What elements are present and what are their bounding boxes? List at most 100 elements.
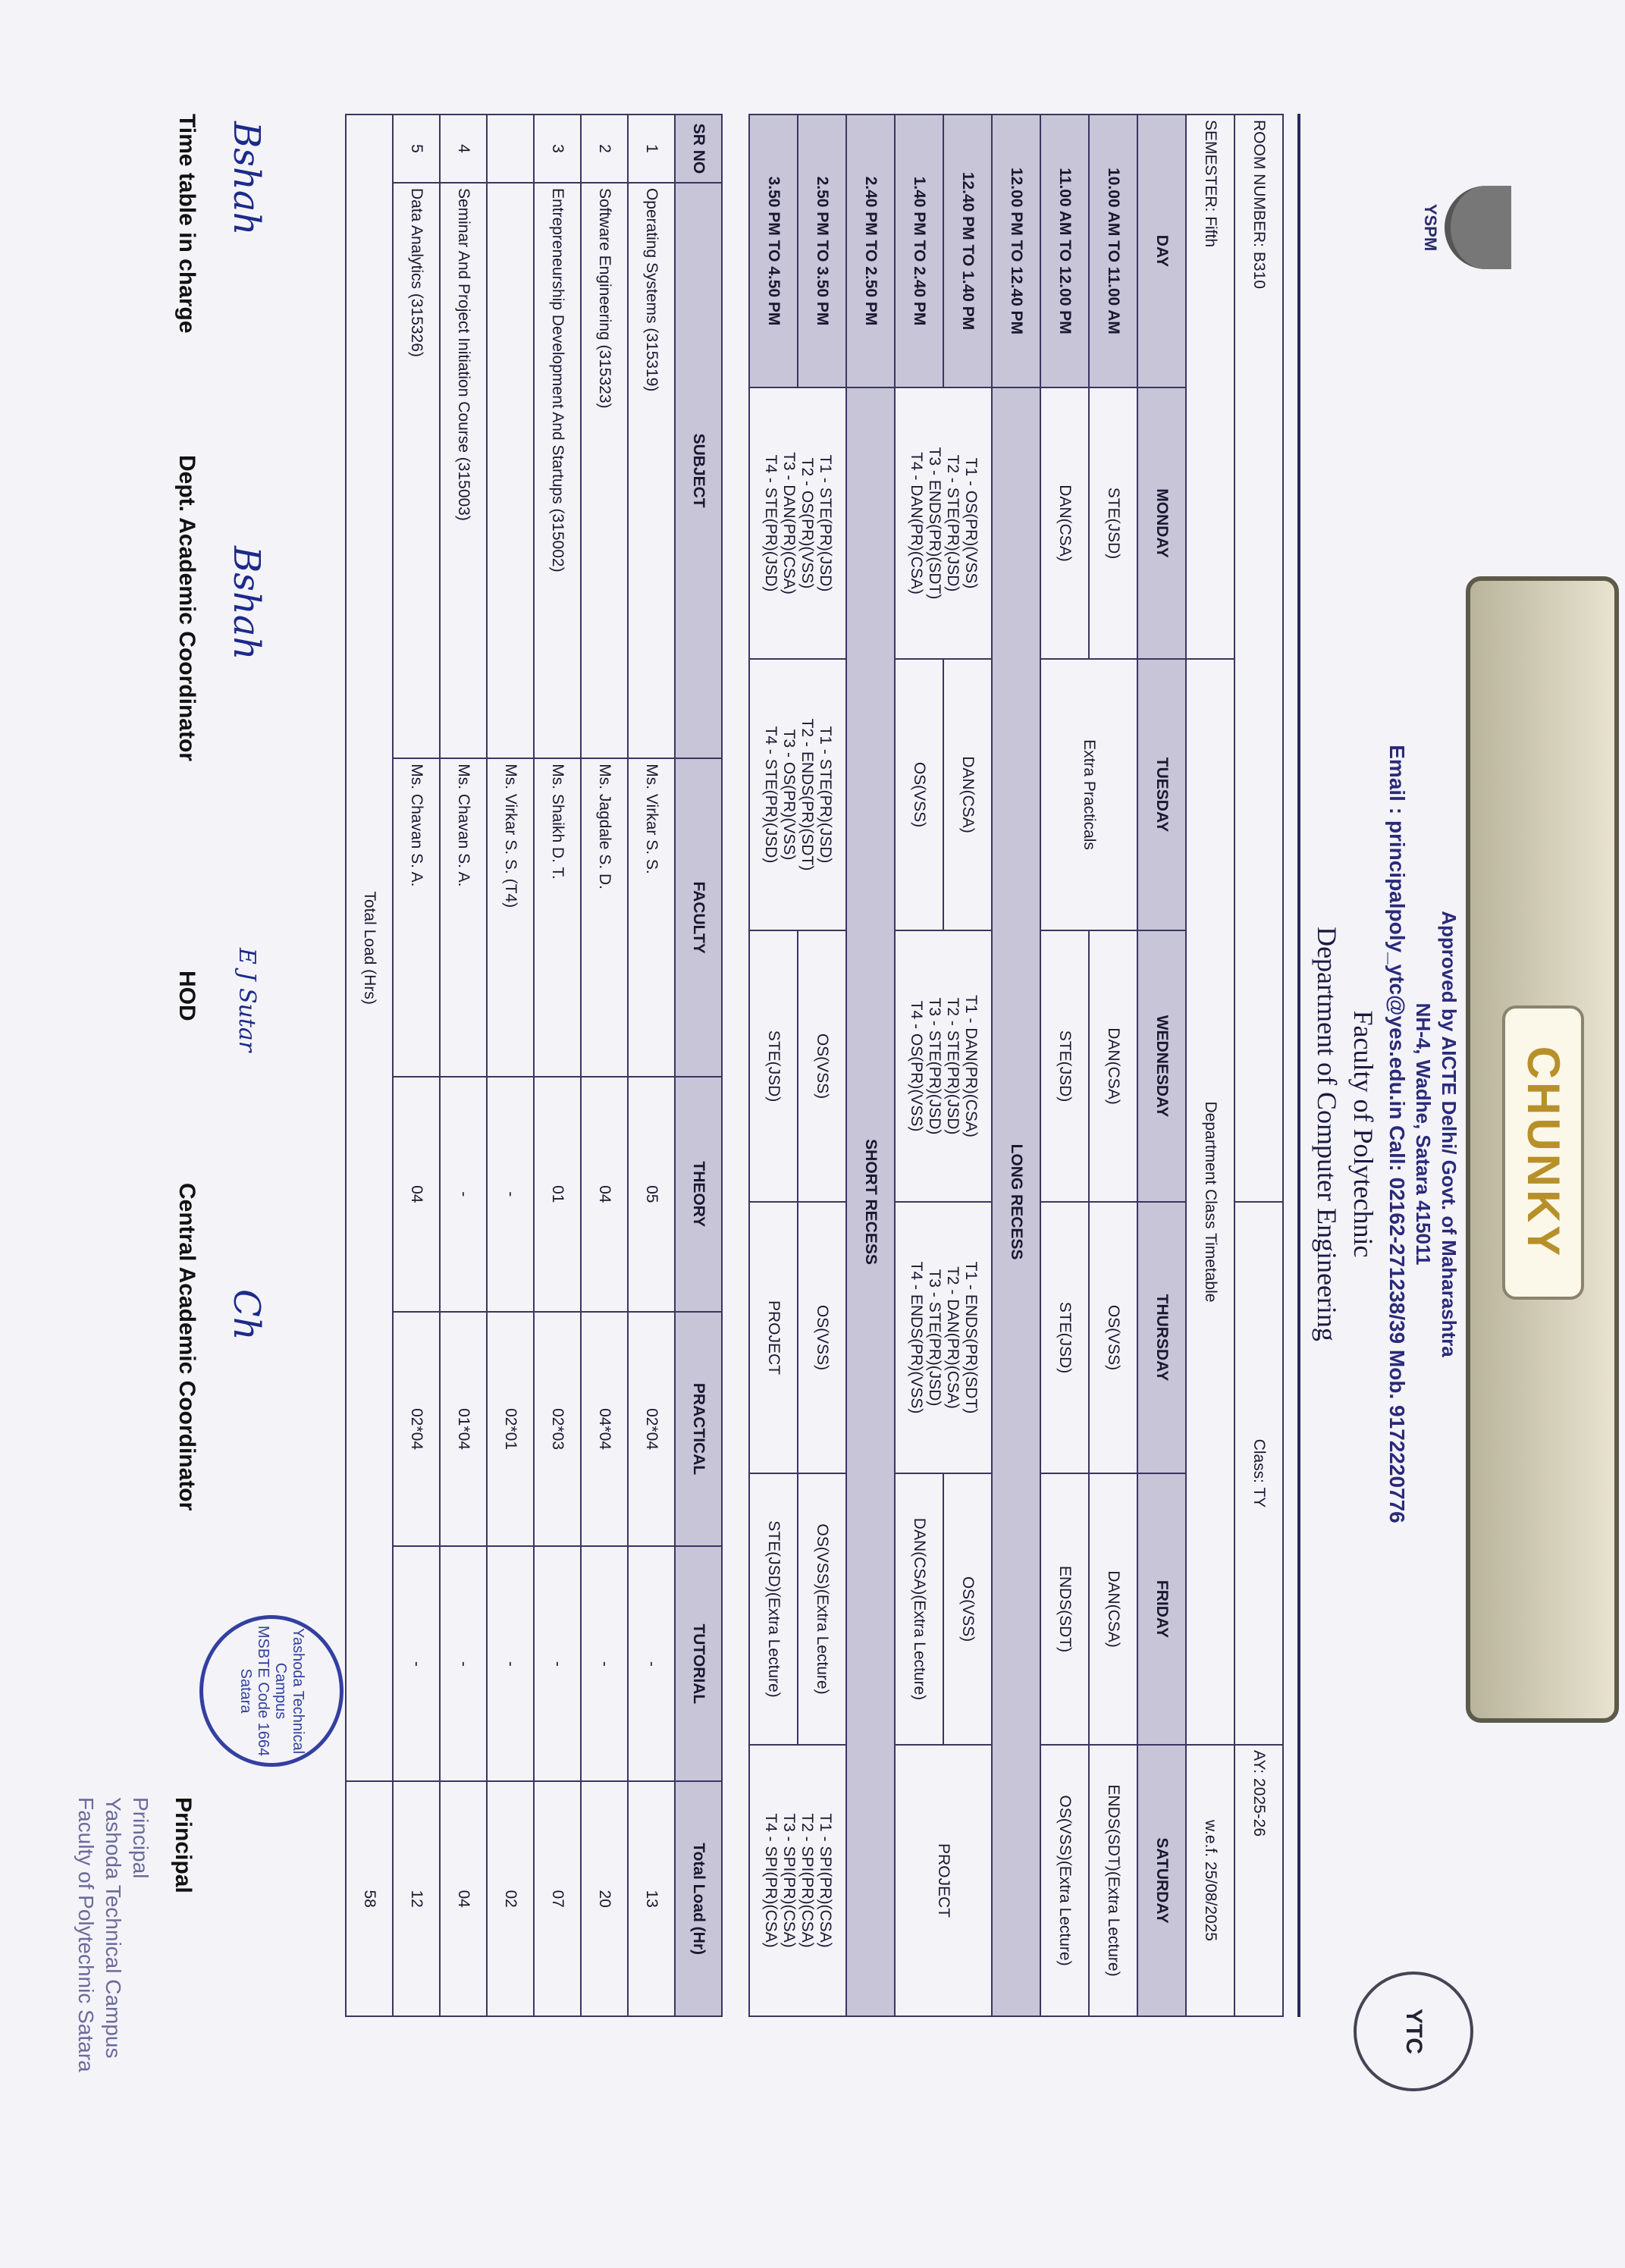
load-table: SR NO SUBJECT FACULTY THEORY PRACTICAL TUTORI…: [345, 114, 723, 2017]
dept-coordinator-label: Dept. Academic Coordinator: [174, 455, 199, 761]
table-cell: 04: [581, 1076, 628, 1312]
lab-cell: T1 - STE(PR)(JSD) T2 - OS(PR)(VSS) T3 - DA…: [749, 387, 846, 659]
batch-line: T2 - OS(PR)(VSS): [798, 457, 816, 589]
table-cell: 02*03: [534, 1311, 581, 1547]
table-cell: Ms. Shaikh D. T.: [534, 758, 581, 1077]
central-coordinator-label: Central Academic Coordinator: [174, 1183, 199, 1511]
batch-line: T4 - DAN(PR)(CSA): [908, 452, 925, 594]
table-row: 2 Software Engineering (315323) Ms. Jagdal…: [581, 114, 628, 2016]
day-header: THURSDAY: [1137, 1202, 1186, 1473]
table-cell: 02: [487, 1781, 534, 2016]
principal-label: Principal: [171, 1797, 196, 1893]
table-cell: [487, 114, 534, 183]
table-cell: -: [393, 1546, 440, 1782]
table-cell: 13: [628, 1781, 675, 2016]
table-cell: 05: [628, 1076, 675, 1312]
batch-line: T1 - STE(PR)(JSD): [817, 726, 834, 864]
batch-line: T2 - ENDS(PR)(SDT): [798, 718, 816, 871]
class-timetable: ROOM NUMBER: B310 Class: TY AY: 2025-26 SE…: [748, 114, 1284, 2017]
table-cell: 01: [534, 1076, 581, 1312]
batch-line: T3 - DAN(PR)(CSA): [780, 452, 798, 594]
table-cell: 3: [534, 114, 581, 183]
table-cell: -: [487, 1076, 534, 1312]
cell: ENDS(SDT)(Extra Lecture): [1089, 1745, 1137, 2016]
principal-footer: Principal Yashoda Technical Campus Faculty…: [72, 1797, 154, 2072]
table-cell: Ms. Virkar S. S. (T4): [487, 758, 534, 1077]
faculty-title: Faculty of Polytechnic: [1348, 1010, 1379, 1258]
cell: STE(JSD): [1089, 387, 1137, 659]
table-cell: Seminar And Project Initiation Course (3…: [440, 182, 487, 759]
cell: PROJECT: [895, 1745, 992, 2016]
slot: 12.40 PM TO 1.40 PM: [943, 114, 992, 387]
table-cell: 04: [393, 1076, 440, 1312]
total-value: 58: [346, 1781, 393, 2016]
batch-line: T1 - ENDS(PR)(SDT): [962, 1261, 980, 1414]
cell: OS(VSS): [895, 659, 943, 930]
table-cell: Operating Systems (315319): [628, 182, 675, 759]
day-header: TUESDAY: [1137, 659, 1186, 930]
table-cell: 12: [393, 1781, 440, 2016]
cell: OS(VSS): [1089, 1202, 1137, 1473]
day-header: SATURDAY: [1137, 1745, 1186, 2016]
footer-line: Principal: [129, 1797, 152, 1879]
binder-logo: CHUNKY: [1502, 1005, 1584, 1300]
table-row: 4 Seminar And Project Initiation Course (…: [440, 114, 487, 2016]
table-cell: 02*01: [487, 1311, 534, 1547]
slot: 12.00 PM TO 12.40 PM: [992, 114, 1040, 387]
table-row: 1 Operating Systems (315319) Ms. Virkar S.…: [628, 114, 675, 2016]
cell: PROJECT: [749, 1202, 798, 1473]
total-label: Total Load (Hrs): [346, 114, 393, 1782]
class-label: Class: TY: [1234, 1202, 1283, 1745]
cell: DAN(CSA): [1089, 1473, 1137, 1745]
slot: 10.00 AM TO 11.00 AM: [1089, 114, 1137, 387]
short-recess: SHORT RECESS: [846, 387, 895, 2016]
cell: OS(VSS): [943, 1473, 992, 1745]
long-recess: LONG RECESS: [992, 387, 1040, 2016]
cell: STE(JSD): [1040, 1202, 1089, 1473]
table-cell: Ms. Virkar S. S.: [628, 758, 675, 1077]
lab-cell: T1 - ENDS(PR)(SDT) T2 - DAN(PR)(CSA) T3 - …: [895, 1202, 992, 1473]
batch-line: T1 - OS(PR)(VSS): [962, 457, 980, 589]
wef-date: w.e.f. 25/08/2025: [1186, 1745, 1234, 2016]
table-cell: Data Analytics (315326): [393, 182, 440, 759]
cell: Extra Practicals: [1040, 659, 1137, 930]
table-cell: -: [487, 1546, 534, 1782]
table-cell: Ms. Jagdale S. D.: [581, 758, 628, 1077]
batch-line: T2 - STE(PR)(JSD): [944, 454, 962, 592]
batch-line: T3 - ENDS(PR)(SDT): [926, 447, 943, 600]
table-cell: 2: [581, 114, 628, 183]
load-header-row: SR NO SUBJECT FACULTY THEORY PRACTICAL TUTORI…: [675, 114, 722, 2016]
cell: OS(VSS)(Extra Lecture): [1040, 1745, 1089, 2016]
batch-line: T2 - SPI(PR)(CSA): [798, 1813, 816, 1948]
cell: STE(JSD): [1040, 930, 1089, 1202]
room-number: ROOM NUMBER: B310: [1234, 114, 1283, 1202]
batch-line: T4 - STE(PR)(JSD): [762, 454, 780, 592]
footer-line: Faculty of Polytechnic Satara: [74, 1797, 98, 2072]
batch-line: T1 - DAN(PR)(CSA): [962, 995, 980, 1137]
slot: 3.50 PM TO 4.50 PM: [749, 114, 798, 387]
department-title: Department of Computer Engineering: [1312, 927, 1342, 1341]
timetable-incharge-label: Time table in charge: [174, 114, 199, 334]
table-row: 5 Data Analytics (315326) Ms. Chavan S. A.…: [393, 114, 440, 2016]
lab-cell: T1 - DAN(PR)(CSA) T2 - STE(PR)(JSD) T3 - S…: [895, 930, 992, 1202]
batch-line: T4 - OS(PR)(VSS): [908, 1000, 925, 1132]
slot: 2.40 PM TO 2.50 PM: [846, 114, 895, 387]
batch-line: T4 - STE(PR)(JSD): [762, 726, 780, 864]
address-line: NH-4, Wadhe, Satara 415011: [1412, 1002, 1435, 1266]
lab-cell: T1 - OS(PR)(VSS) T2 - STE(PR)(JSD) T3 - EN…: [895, 387, 992, 659]
footer-line: Yashoda Technical Campus: [102, 1797, 125, 2059]
cell: DAN(CSA): [943, 659, 992, 930]
table-cell: -: [440, 1546, 487, 1782]
batch-line: T2 - STE(PR)(JSD): [944, 997, 962, 1135]
table-cell: Software Engineering (315323): [581, 182, 628, 759]
batch-line: T3 - SPI(PR)(CSA): [780, 1813, 798, 1948]
approval-line: Approved by AICTE Delhi/ Govt. of Mahara…: [1438, 911, 1460, 1357]
day-header: WEDNESDAY: [1137, 930, 1186, 1202]
table-cell: Entrepreneurship Development And Startup…: [534, 182, 581, 759]
slot: 2.50 PM TO 3.50 PM: [798, 114, 846, 387]
table-row: 3 Entrepreneurship Development And Startu…: [534, 114, 581, 2016]
divider: [1297, 114, 1300, 2017]
batch-line: T1 - STE(PR)(JSD): [817, 454, 834, 592]
column-header: Total Load (Hr): [675, 1781, 722, 2016]
table-cell: 04*04: [581, 1311, 628, 1547]
